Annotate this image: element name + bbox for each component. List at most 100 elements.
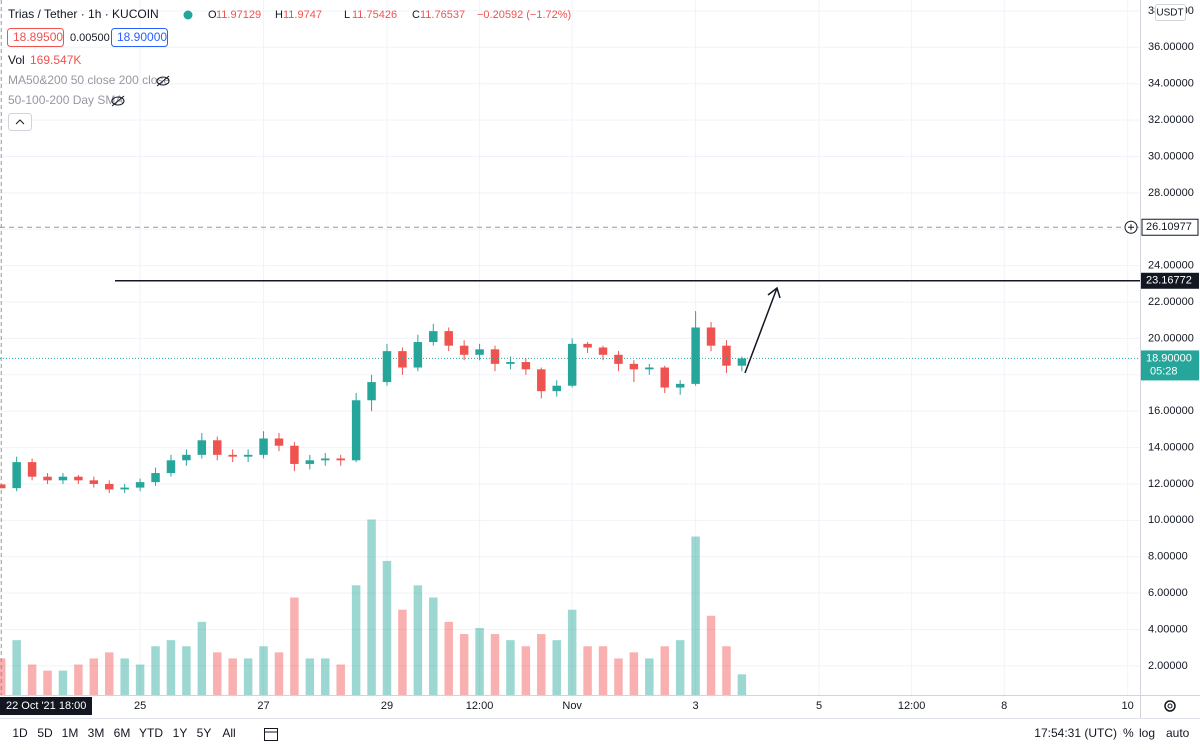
candle-body [151,473,160,483]
volume-bar [290,597,299,695]
y-tick-label: 4.00000 [1148,623,1188,635]
candle-body [722,345,731,366]
indicator-label[interactable]: MA50&200 50 close 200 close [8,73,170,87]
range-button[interactable]: 1Y [173,726,188,740]
range-button[interactable]: 5D [37,726,53,740]
alert-label-box [1141,218,1199,236]
crosshair-label-box [0,697,92,715]
add-alert-icon[interactable] [1124,220,1138,234]
symbol-title: Trias / Tether · 1h · KUCOIN [8,7,159,21]
crosshair-label: 22 Oct '21 18:00 [6,700,86,712]
ohlc-value: 11.9747 [283,9,322,21]
candle-body [336,458,345,461]
volume-bar [182,646,191,695]
log-toggle[interactable]: log [1139,726,1155,740]
y-tick-label: 24.00000 [1148,260,1194,272]
volume-bar [506,640,515,695]
volume-bar [259,646,268,695]
ohlc-value: 11.76537 [420,9,465,21]
y-tick-label: 16.00000 [1148,405,1194,417]
x-tick-label: 29 [381,700,393,712]
x-tick-label: 25 [134,700,146,712]
volume-bar [521,646,531,695]
volume-bar [675,640,685,695]
chevron-icon [15,119,25,125]
volume-bar [151,646,160,695]
range-button[interactable]: All [222,726,235,740]
candle-body [583,343,592,348]
candle-body [552,385,561,392]
volume-bar [722,646,731,695]
calendar-icon[interactable] [264,728,278,741]
candle-body [429,331,438,343]
hidden-icon[interactable] [111,95,125,107]
candle-body [135,482,145,488]
y-tick-label: 8.00000 [1148,551,1188,563]
candle-body [105,483,114,490]
volume-bar [567,609,577,695]
volume-bar [105,652,114,695]
y-tick-label: 28.00000 [1148,187,1194,199]
ask[interactable]: 18.90000 [117,30,167,44]
range-button[interactable]: YTD [139,726,163,740]
volume-bar [614,658,623,695]
price-label: 18.90000 [1146,352,1192,364]
range-button[interactable]: 1D [12,726,28,740]
x-tick-label: 12:00 [898,700,926,712]
currency[interactable]: USDT [1156,8,1183,19]
percent-toggle[interactable]: % [1123,726,1134,740]
candle-body [243,454,253,457]
volume-bar [382,560,392,695]
ohlc-letter: L [344,9,350,21]
volume-bar [398,609,407,695]
y-tick-label: 10.00000 [1148,514,1194,526]
candle-body [459,345,469,355]
range-button[interactable]: 5Y [197,726,212,740]
volume-bar [598,646,608,695]
candle-body [675,383,685,388]
ohlc-letter: H [275,9,283,21]
auto-toggle[interactable]: auto [1166,726,1190,740]
range-button[interactable]: 1M [62,726,79,740]
candle-body [58,476,68,481]
volume-bar [336,664,345,695]
settings-icon[interactable] [1164,700,1176,712]
y-tick-label: 30.00000 [1148,150,1194,162]
candle-body [537,369,546,392]
candle-body [351,400,361,461]
volume-bar [27,664,37,695]
arrow-drawing[interactable] [744,286,781,374]
volume-bar [490,634,500,695]
bid-box[interactable] [7,28,64,47]
price-countdown: 05:28 [1150,365,1178,377]
candle-body [305,460,315,464]
y-tick-label: 34.00000 [1148,78,1194,90]
candle-body [321,458,330,461]
candle-body [228,454,237,457]
volume-bar [135,664,145,695]
ask-box[interactable] [111,28,168,47]
candle-body [259,438,268,455]
bid[interactable]: 18.89500 [13,30,63,44]
candle-body [506,362,515,364]
status-dot [183,10,193,20]
volume-bar [629,652,639,695]
target-label: 23.16772 [1146,275,1192,287]
range-button[interactable]: 6M [114,726,131,740]
candle-body [629,363,639,370]
indicator-label[interactable]: 50-100-200 Day SMA [8,93,123,107]
bottom-toolbar: 1D 5D 1M 3M 6M YTD 1Y 5Y All [12,726,235,740]
volume-bar [475,627,484,695]
candle-body [43,476,52,481]
candle-body [706,327,716,346]
candle-body [89,480,99,484]
range-button[interactable]: 3M [88,726,105,740]
volume-bar [737,674,747,695]
candle-body [737,358,747,366]
volume-bar [413,585,423,695]
hidden-icon[interactable] [156,75,170,87]
y-tick-label: 22.00000 [1148,296,1194,308]
volume-bar [197,621,207,695]
currency-button[interactable] [1155,4,1186,21]
collapse-button[interactable] [8,113,32,131]
